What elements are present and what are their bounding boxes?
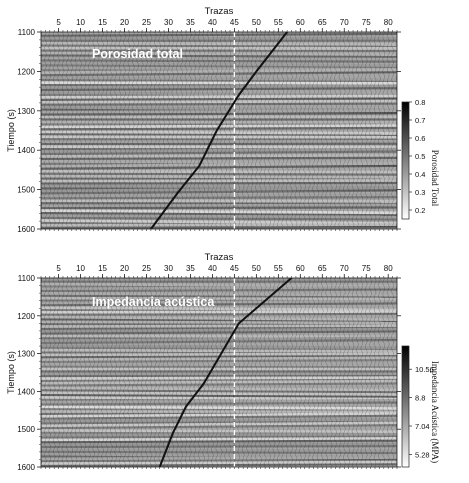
x-tick-label: 70 bbox=[340, 264, 349, 273]
plot-frame bbox=[40, 31, 398, 230]
colorbar-tick-label: 0.4 bbox=[415, 170, 425, 179]
y-tick-label: 1300 bbox=[17, 107, 35, 116]
colorbar-label: Impedancia Acústica (MPA) bbox=[430, 361, 440, 463]
panel-title: Porosidad total bbox=[92, 47, 183, 61]
x-tick-label: 40 bbox=[208, 18, 217, 27]
x-tick-label: 70 bbox=[340, 18, 349, 27]
x-tick-label: 75 bbox=[362, 264, 371, 273]
x-tick-label: 55 bbox=[274, 18, 283, 27]
x-tick-label: 25 bbox=[142, 18, 151, 27]
x-tick-label: 55 bbox=[274, 264, 283, 273]
x-tick-label: 35 bbox=[186, 18, 195, 27]
well-path-line bbox=[158, 278, 293, 467]
x-tick-label: 65 bbox=[318, 18, 327, 27]
x-tick-label: 20 bbox=[120, 18, 129, 27]
colorbar-tick-label: 10.56 bbox=[415, 365, 434, 374]
x-axis-label: Trazas bbox=[205, 6, 234, 17]
colorbar bbox=[401, 101, 410, 220]
x-tick-label: 50 bbox=[252, 18, 261, 27]
x-tick-label: 15 bbox=[98, 18, 107, 27]
y-axis-label: Tiempo (s) bbox=[6, 109, 16, 152]
x-tick-label: 5 bbox=[56, 18, 61, 27]
x-tick-label: 20 bbox=[120, 264, 129, 273]
y-tick-label: 1200 bbox=[17, 67, 35, 76]
y-tick-label: 1500 bbox=[17, 186, 35, 195]
x-tick-label: 25 bbox=[142, 264, 151, 273]
x-tick-label: 80 bbox=[384, 18, 393, 27]
colorbar-label: Porosidad Total bbox=[430, 150, 440, 207]
y-axis-label: Tiempo (s) bbox=[6, 351, 16, 394]
colorbar-tick-label: 5.28 bbox=[415, 450, 430, 459]
chart-panel-1: 5 10 15 20 25 30 35 40 45 50 55 60 65 70 75 80 1100 1200 1… bbox=[6, 6, 440, 234]
y-tick-label: 1500 bbox=[17, 425, 35, 434]
x-tick-label: 80 bbox=[384, 264, 393, 273]
x-tick-label: 50 bbox=[252, 264, 261, 273]
colorbar-tick-label: 8.8 bbox=[415, 394, 425, 403]
y-tick-label: 1200 bbox=[17, 312, 35, 321]
x-tick-label: 35 bbox=[186, 264, 195, 273]
y-tick-label: 1100 bbox=[18, 28, 36, 37]
x-axis-label: Trazas bbox=[205, 252, 234, 263]
x-tick-label: 15 bbox=[98, 264, 107, 273]
x-tick-label: 60 bbox=[296, 18, 305, 27]
x-tick-label: 30 bbox=[164, 264, 173, 273]
x-tick-label: 30 bbox=[164, 18, 173, 27]
x-tick-label: 10 bbox=[76, 264, 85, 273]
y-tick-label: 1100 bbox=[18, 274, 36, 283]
colorbar-tick-label: 0.6 bbox=[415, 134, 425, 143]
y-tick-label: 1600 bbox=[17, 225, 35, 234]
seismic-texture bbox=[41, 278, 397, 467]
x-tick-label: 5 bbox=[56, 264, 61, 273]
colorbar-tick-label: 0.5 bbox=[415, 152, 425, 161]
x-tick-label: 45 bbox=[230, 264, 239, 273]
y-tick-label: 1400 bbox=[17, 146, 35, 155]
x-tick-label: 75 bbox=[362, 18, 371, 27]
x-tick-label: 60 bbox=[296, 264, 305, 273]
seismic-texture bbox=[41, 32, 397, 229]
y-tick-label: 1300 bbox=[17, 350, 35, 359]
colorbar-tick-label: 0.8 bbox=[415, 98, 425, 107]
colorbar-tick-label: 0.2 bbox=[415, 206, 425, 215]
colorbar bbox=[401, 345, 410, 468]
colorbar-tick-label: 0.7 bbox=[415, 116, 425, 125]
x-tick-label: 40 bbox=[208, 264, 217, 273]
x-tick-label: 45 bbox=[230, 18, 239, 27]
x-tick-label: 65 bbox=[318, 264, 327, 273]
panel-title: Impedancia acústica bbox=[92, 295, 215, 309]
well-path-line bbox=[150, 32, 288, 229]
colorbar-tick-label: 7.04 bbox=[415, 422, 430, 431]
x-tick-label: 10 bbox=[76, 18, 85, 27]
y-tick-label: 1600 bbox=[17, 463, 35, 472]
chart-panel-2: 5 10 15 20 25 30 35 40 45 50 55 60 65 70 75 80 1100 1200 1… bbox=[6, 252, 440, 472]
y-tick-label: 1400 bbox=[17, 387, 35, 396]
plot-frame bbox=[40, 277, 398, 468]
colorbar-tick-label: 0.3 bbox=[415, 188, 425, 197]
